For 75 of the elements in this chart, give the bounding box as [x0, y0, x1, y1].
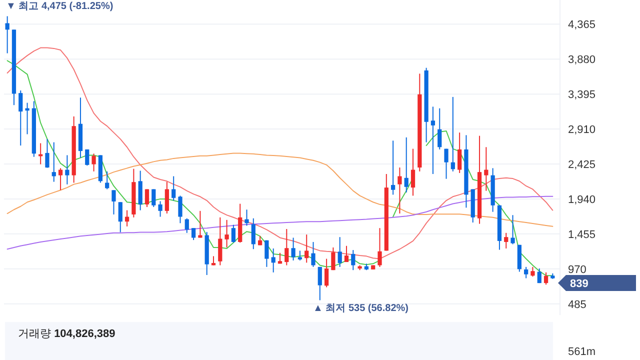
candlestick [92, 153, 96, 172]
y-tick-label: 2,910 [568, 124, 596, 136]
candlestick [510, 214, 515, 245]
candlestick [184, 218, 189, 234]
candlestick [404, 136, 408, 193]
y-tick-label: 3,880 [568, 54, 596, 66]
candlestick [484, 146, 488, 192]
candlestick [45, 138, 50, 168]
candlestick [172, 176, 176, 202]
candlestick [284, 228, 289, 266]
y-tick-label: 2,425 [568, 158, 596, 171]
candlestick [218, 216, 222, 266]
candlestick [458, 132, 462, 174]
candlestick [450, 96, 455, 172]
candlestick [537, 268, 542, 284]
candlestick [25, 102, 30, 135]
candlestick [398, 167, 402, 214]
candlestick [391, 140, 396, 196]
text: 839 [570, 278, 588, 290]
candlestick [18, 90, 23, 146]
candlestick [105, 170, 110, 190]
candlestick [318, 266, 322, 301]
candlestick [524, 266, 528, 279]
candlestick [264, 240, 269, 268]
candlestick [438, 108, 442, 150]
candlestick [191, 228, 196, 241]
candlestick [231, 224, 236, 244]
y-tick-label: 3,395 [568, 89, 596, 102]
candlestick [430, 106, 436, 175]
candlestick [244, 209, 249, 226]
candlestick [124, 210, 130, 227]
y-tick-label: 1,940 [568, 194, 596, 206]
candlestick [444, 148, 448, 180]
candlestick [118, 202, 122, 233]
y-tick-label: 970 [568, 264, 586, 276]
line-series [6, 196, 554, 250]
candlestick [338, 236, 342, 268]
candlestick [52, 142, 56, 182]
text: 거래량 104,826,389 [18, 328, 116, 340]
y-tick-label: 4,365 [568, 19, 596, 32]
candlestick [298, 250, 302, 261]
candlestick [198, 210, 202, 238]
candlestick [351, 250, 356, 271]
candlestick [164, 181, 169, 214]
candlestick [410, 148, 416, 196]
candlestick [224, 219, 229, 248]
candlestick [324, 258, 329, 288]
candlestick [304, 234, 309, 264]
candlestick [85, 148, 90, 166]
y-tick-label: 485 [568, 298, 586, 311]
candlestick [378, 228, 382, 268]
candlestick [271, 248, 276, 273]
candlestick [251, 218, 256, 250]
text: 561m [568, 346, 596, 358]
candlestick [291, 237, 296, 261]
candlestick [152, 188, 156, 208]
candlestick [331, 246, 336, 271]
candlestick [311, 241, 316, 268]
annotation: ▼ 최고 4,475 (-81.25%) [6, 1, 114, 12]
candlestick [544, 272, 548, 286]
candlestick [138, 170, 142, 211]
line-series [6, 152, 554, 227]
candlestick [112, 190, 116, 215]
candlestick [504, 232, 508, 249]
candlestick [5, 16, 10, 54]
candlestick [65, 154, 70, 185]
candlestick [178, 195, 182, 224]
candlestick [158, 200, 162, 218]
candlestick [144, 188, 150, 208]
y-tick-label: 1,455 [568, 228, 596, 241]
candlestick [58, 168, 63, 191]
annotation: ▲ 최저 535 (56.82%) [313, 303, 408, 314]
candlestick [344, 245, 349, 263]
candlestick [211, 256, 216, 266]
candlestick [530, 266, 535, 278]
